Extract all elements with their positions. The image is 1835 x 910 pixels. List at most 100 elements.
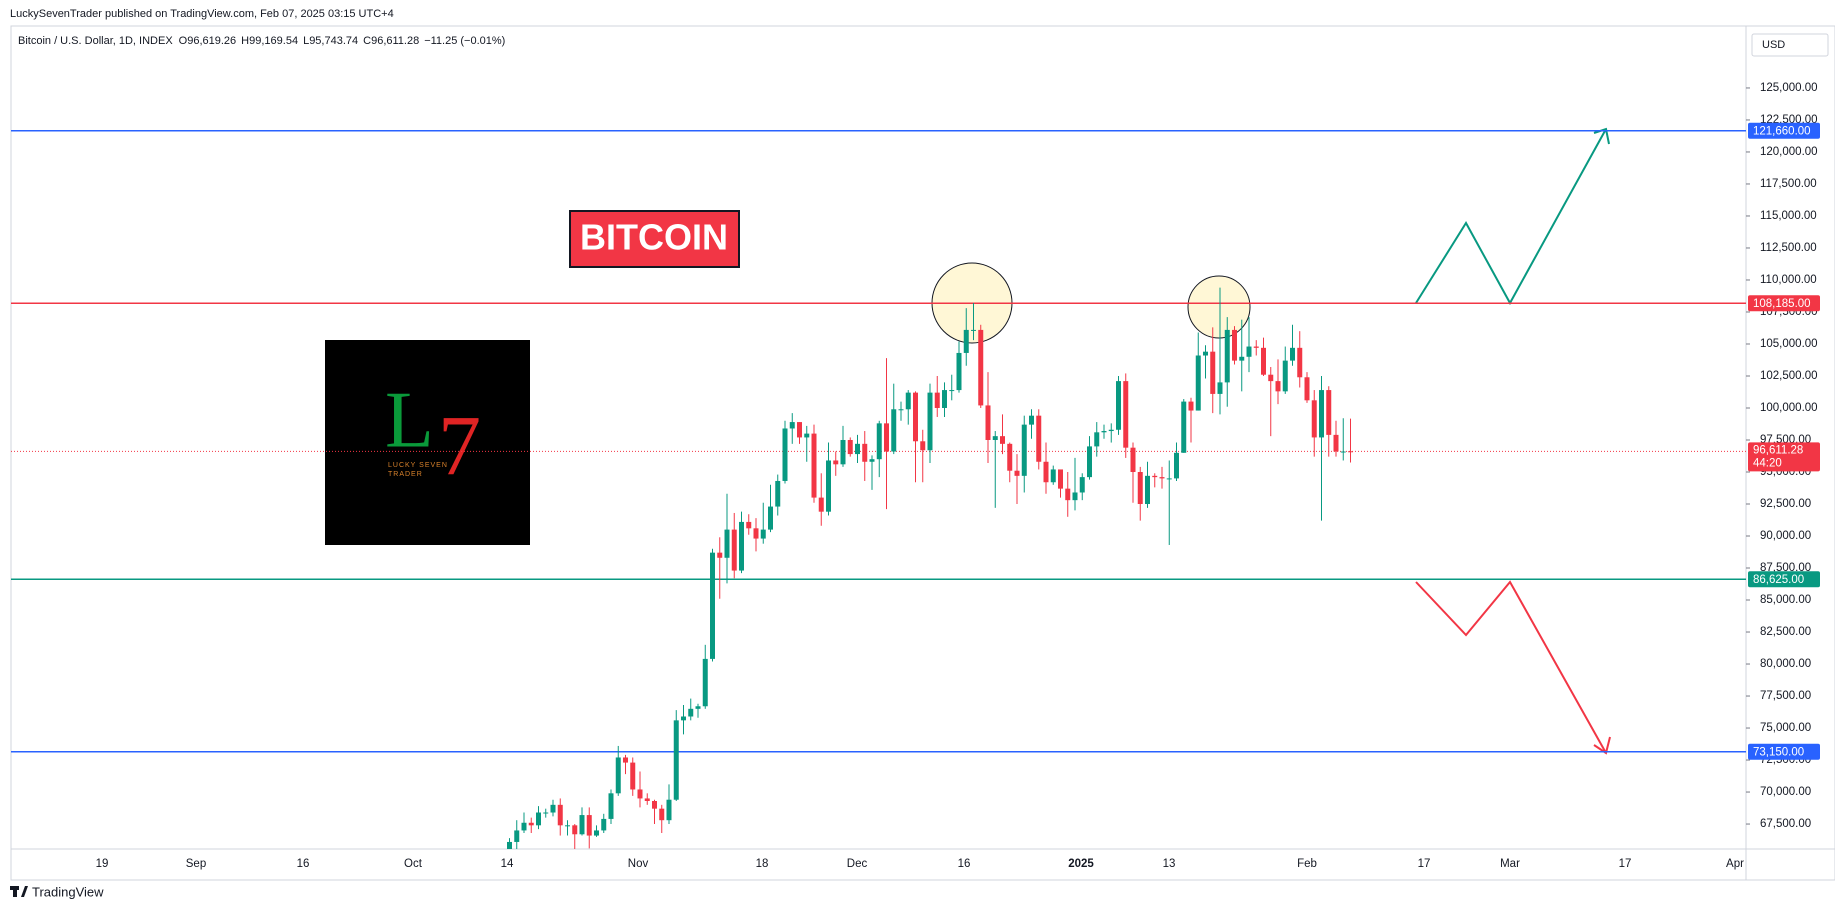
candle-body bbox=[739, 521, 744, 571]
currency: USD bbox=[1762, 39, 1785, 51]
y-tick-label: 117,500.00 bbox=[1760, 178, 1817, 190]
candle-body bbox=[920, 441, 926, 451]
published-note: LuckySevenTrader published on TradingVie… bbox=[10, 8, 394, 20]
candle-body bbox=[746, 521, 752, 529]
x-tick-label: 14 bbox=[501, 858, 514, 870]
candle-body bbox=[876, 423, 882, 460]
candle-body bbox=[1123, 381, 1129, 448]
y-tick-label: 105,000.00 bbox=[1760, 338, 1818, 350]
candle-body bbox=[572, 825, 578, 835]
candle-body bbox=[1232, 329, 1237, 361]
candle-body bbox=[1137, 471, 1143, 505]
candle-body bbox=[724, 529, 730, 558]
x-tick-label: Apr bbox=[1726, 858, 1744, 870]
y-tick-label: 77,500.00 bbox=[1760, 690, 1811, 702]
candle-body bbox=[623, 757, 628, 763]
candle-body bbox=[1065, 488, 1071, 501]
ohlc-value: 96,611.28 bbox=[371, 35, 419, 47]
candle-body bbox=[1304, 377, 1310, 401]
candle-body bbox=[789, 422, 795, 429]
x-tick-label: Feb bbox=[1297, 858, 1317, 870]
candle-body bbox=[528, 822, 534, 826]
level-tag-label: 73,150.00 bbox=[1753, 747, 1804, 759]
level-tag bbox=[1748, 295, 1820, 312]
candle-body bbox=[963, 329, 969, 353]
candle-body bbox=[753, 528, 759, 539]
logo-box bbox=[325, 340, 530, 545]
level-tag bbox=[1748, 122, 1820, 139]
ohlc-key: H bbox=[241, 35, 249, 47]
candle-body bbox=[550, 804, 556, 813]
arrow-head bbox=[1593, 736, 1611, 755]
candle-body bbox=[884, 423, 889, 452]
y-tick-label: 75,000.00 bbox=[1760, 722, 1811, 734]
y-tick-label: 125,000.00 bbox=[1760, 82, 1818, 94]
candle-body bbox=[913, 392, 918, 442]
candle-body bbox=[1203, 351, 1208, 356]
candle-body bbox=[521, 822, 527, 831]
y-tick-label: 110,000.00 bbox=[1760, 274, 1817, 286]
candle-body bbox=[1340, 451, 1346, 453]
candle-body bbox=[1166, 478, 1172, 480]
candle-body bbox=[579, 815, 585, 835]
y-tick-label: 100,000.00 bbox=[1760, 402, 1818, 414]
candle-body bbox=[1181, 401, 1187, 453]
candle-body bbox=[1007, 443, 1013, 471]
price-axis: 67,500.0070,000.0072,500.0075,000.0077,5… bbox=[1746, 82, 1818, 830]
ohlc-change: −11.25 (−0.01%) bbox=[424, 35, 505, 47]
footer-text: TradingView bbox=[32, 884, 104, 899]
candle-body bbox=[1319, 390, 1324, 438]
candle-body bbox=[608, 793, 614, 819]
x-tick-label: 19 bbox=[96, 858, 109, 870]
ohlc-value: 96,619.26 bbox=[187, 35, 236, 47]
ohlc-key: C bbox=[363, 35, 371, 47]
candle-body bbox=[949, 390, 955, 392]
candle-body bbox=[1253, 346, 1259, 348]
logo-7: 7 bbox=[438, 398, 481, 494]
candle-body bbox=[1116, 381, 1121, 430]
candle-body bbox=[978, 329, 984, 406]
candle-body bbox=[586, 815, 592, 836]
y-tick-label: 67,500.00 bbox=[1760, 818, 1811, 830]
candle-body bbox=[536, 812, 541, 826]
y-tick-label: 85,000.00 bbox=[1760, 594, 1811, 606]
candle-body bbox=[826, 460, 831, 512]
candle-body bbox=[717, 552, 723, 558]
x-tick-label: Dec bbox=[847, 858, 868, 870]
candle-body bbox=[1152, 475, 1158, 478]
bearish-projection bbox=[1415, 580, 1607, 754]
candle-body bbox=[891, 409, 897, 452]
x-tick-label: 17 bbox=[1619, 858, 1632, 870]
candle-body bbox=[710, 552, 715, 659]
x-tick-label: 17 bbox=[1418, 858, 1431, 870]
logo-line1: LUCKY SEVEN bbox=[388, 462, 448, 469]
candle-body bbox=[637, 789, 643, 799]
candle-body bbox=[855, 443, 860, 455]
candle-body bbox=[652, 800, 657, 809]
candle-body bbox=[1036, 415, 1042, 462]
last-price-label: 96,611.28 bbox=[1753, 444, 1803, 456]
candle-body bbox=[1050, 469, 1056, 483]
y-tick-label: 90,000.00 bbox=[1760, 530, 1811, 542]
candle-body bbox=[768, 506, 773, 530]
candle-body bbox=[1159, 477, 1165, 479]
candle-body bbox=[956, 352, 962, 391]
level-tag-label: 86,625.00 bbox=[1753, 574, 1804, 586]
candle-body bbox=[1108, 429, 1114, 432]
candle-body bbox=[659, 808, 665, 821]
candle-body bbox=[942, 390, 947, 408]
footer-logo bbox=[21, 886, 28, 897]
candle-body bbox=[1290, 347, 1295, 361]
candle-body bbox=[898, 409, 904, 411]
y-tick-label: 80,000.00 bbox=[1760, 658, 1811, 670]
candle-body bbox=[1326, 390, 1332, 435]
last-price-tag bbox=[1748, 442, 1820, 472]
logo-line2: TRADER bbox=[388, 471, 423, 478]
candle-body bbox=[862, 443, 868, 462]
candle-body bbox=[1210, 351, 1216, 394]
candle-body bbox=[1021, 424, 1027, 476]
candle-body bbox=[804, 433, 810, 438]
